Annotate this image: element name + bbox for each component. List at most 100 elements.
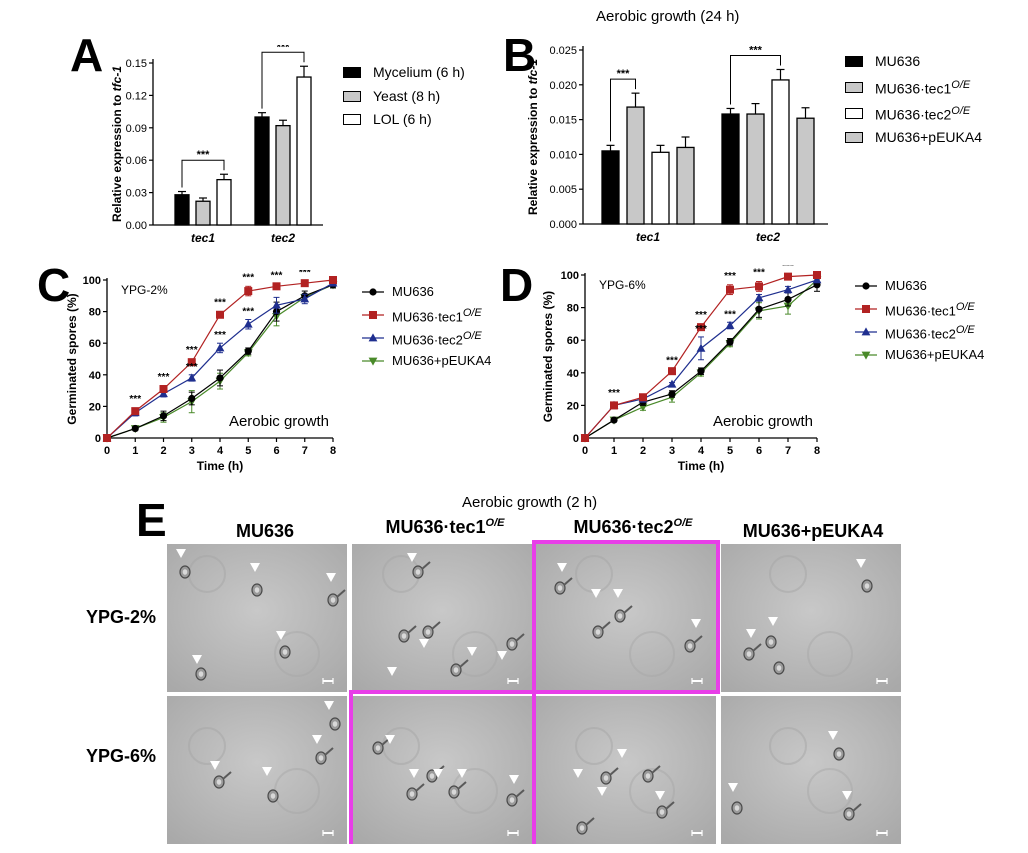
background-blob (188, 727, 226, 765)
legend-marker (855, 327, 877, 336)
spore-cell-center (216, 779, 222, 785)
x-tick-label: tec2 (756, 230, 780, 244)
micrograph-ypg-6-col1 (167, 696, 347, 844)
spore-cell-center (318, 755, 324, 761)
data-point (188, 394, 196, 403)
spore-cell-center (451, 789, 457, 795)
arrowhead-icon (324, 701, 334, 710)
data-point (187, 373, 197, 382)
legend-label: MU636·tec2O/E (392, 330, 482, 348)
data-point (300, 279, 309, 288)
data-point (187, 358, 196, 367)
y-tick-label: 0 (95, 433, 101, 445)
legend-symbol (861, 351, 871, 360)
legend-swatch (845, 82, 863, 93)
data-point (216, 310, 224, 319)
spore-cell-center (182, 569, 188, 575)
significance-label: *** (724, 309, 736, 320)
significance-label: *** (242, 272, 254, 283)
legend-marker (362, 333, 384, 342)
legend-swatch (845, 132, 863, 143)
bar (296, 76, 312, 226)
significance-label: *** (749, 44, 763, 56)
legend-label: MU636 (875, 53, 921, 69)
data-point (668, 367, 676, 376)
spore-cell-center (687, 643, 693, 649)
legend-label: Yeast (8 h) (373, 88, 441, 104)
y-tick-label: 0.06 (126, 155, 147, 167)
germ-tube (852, 803, 862, 812)
y-tick-label: 0.09 (126, 123, 147, 135)
y-axis-label: Relative expression to tfc-1 (110, 66, 124, 222)
legend-marker (362, 357, 384, 366)
data-point (581, 434, 589, 442)
data-point (725, 320, 735, 329)
legend-marker (362, 288, 384, 296)
column-label-mu636: MU636 (235, 521, 295, 541)
y-tick-label: 0.03 (126, 188, 147, 200)
x-tick-label: 5 (727, 445, 733, 457)
x-tick-label: 0 (582, 445, 588, 457)
y-tick-label: 0.025 (549, 45, 577, 57)
data-point (159, 389, 168, 398)
y-axis-label: Germinated spores (%) (541, 291, 555, 422)
y-tick-label: 20 (567, 400, 579, 412)
micrograph-image (167, 696, 347, 844)
legend-symbol (861, 327, 871, 336)
data-point (131, 424, 139, 433)
x-tick-label: 2 (160, 445, 166, 457)
arrowhead-icon (326, 573, 336, 582)
legend-label-sup: O/E (462, 307, 482, 319)
legend-label: MU636·tec1O/E (392, 307, 482, 325)
micrograph-ypg-2-col1 (167, 544, 347, 692)
panel-letter-b: B (503, 29, 537, 81)
data-point (244, 287, 253, 296)
significance-label: *** (271, 271, 283, 282)
x-tick-label: 3 (669, 445, 675, 457)
y-tick-label: 20 (89, 401, 101, 413)
y-tick-label: 40 (567, 368, 579, 380)
y-axis-label-main: Relative expression to (110, 91, 124, 222)
significance-label: *** (782, 265, 794, 272)
data-point (243, 319, 253, 328)
spore-cell-center (579, 825, 585, 831)
micrograph-ypg-6-col3 (536, 696, 716, 844)
significance-label: *** (129, 394, 141, 405)
micrograph-ypg-6-col4 (721, 696, 901, 844)
chart-annotation-condition: Aerobic growth (229, 413, 329, 430)
x-tick-label: 6 (756, 445, 762, 457)
chart-annotation-medium: YPG-2% (121, 283, 168, 297)
legend-label: MU636·tec1O/E (875, 79, 971, 97)
legend-marker (855, 351, 877, 360)
bar (746, 113, 765, 225)
arrowhead-icon (728, 783, 738, 792)
data-point (696, 343, 706, 352)
bar (796, 117, 815, 225)
y-tick-label: 80 (89, 307, 101, 319)
x-tick-label: 1 (132, 445, 138, 457)
background-blob (769, 727, 807, 765)
x-tick-label: 4 (217, 445, 224, 457)
spore-cell-center (330, 597, 336, 603)
chart-c-legend: MU636 MU636·tec1O/E MU636·tec2O/E MU636+pEU… (362, 284, 522, 368)
significance-label: *** (753, 268, 765, 279)
legend-label: MU636·tec2O/E (875, 105, 971, 123)
spore-cell-center (768, 639, 774, 645)
significance-bracket (181, 159, 225, 188)
data-point (668, 390, 676, 398)
micrograph-background (721, 696, 901, 844)
x-axis-label: Time (h) (197, 459, 243, 473)
micrograph-image (721, 544, 901, 692)
germ-tube (222, 771, 232, 780)
data-point (726, 285, 734, 294)
x-tick-label: 8 (330, 445, 336, 457)
arrowhead-icon (746, 629, 756, 638)
micrograph-background (352, 544, 532, 692)
spore-cell-center (864, 583, 870, 589)
x-tick-label: tec2 (271, 231, 295, 245)
chart-a-legend: Mycelium (6 h) Yeast (8 h) LOL (6 h) (343, 64, 483, 134)
spore-cell-center (603, 775, 609, 781)
y-tick-label: 0.000 (549, 219, 577, 231)
legend-label: Mycelium (6 h) (373, 64, 465, 80)
